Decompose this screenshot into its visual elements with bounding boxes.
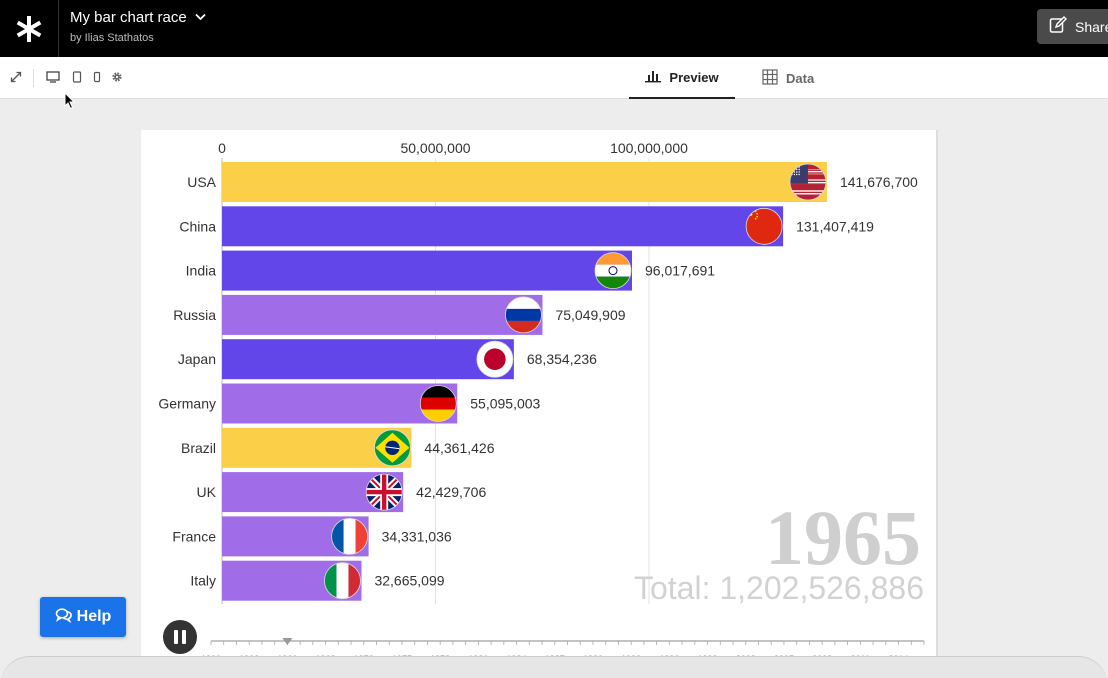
logo-icon[interactable] [0, 0, 59, 57]
total-label: Total: 1,202,526,886 [634, 570, 924, 606]
category-label: Japan [178, 351, 216, 367]
author-label: by Ilias Stathatos [70, 32, 154, 44]
bar-chart-icon [645, 69, 662, 86]
bar-russia [222, 294, 543, 335]
window-bottom-edge [0, 656, 1108, 678]
tab-preview[interactable]: Preview [629, 57, 735, 99]
bar-india [222, 250, 632, 291]
chevron-down-icon[interactable] [195, 12, 206, 24]
title-text[interactable]: My bar chart race [70, 9, 187, 26]
value-label: 141,676,700 [840, 174, 918, 190]
toolbar-divider [33, 69, 34, 87]
usa-flag-icon [789, 163, 827, 201]
pause-button[interactable] [163, 620, 197, 654]
gear-icon[interactable] [110, 70, 124, 84]
category-label: Brazil [181, 440, 216, 456]
germany-flag-icon [419, 385, 457, 422]
x-tick-label: 50,000,000 [400, 140, 470, 156]
tab-data-label: Data [786, 70, 815, 86]
value-label: 32,665,099 [374, 573, 444, 589]
timeline-handle[interactable] [282, 638, 293, 645]
help-button[interactable]: Help [40, 597, 126, 637]
category-label: USA [187, 174, 216, 190]
toolbar: Preview Data [0, 57, 1108, 99]
help-label: Help [76, 608, 112, 625]
year-label: 1965 [765, 494, 921, 581]
category-label: UK [197, 484, 217, 500]
category-label: India [186, 263, 217, 279]
category-label: Russia [173, 307, 216, 323]
pause-bar-right [182, 630, 186, 644]
value-label: 34,331,036 [382, 528, 452, 544]
chat-icon [55, 607, 73, 628]
bar-usa [222, 162, 827, 202]
desktop-icon[interactable] [46, 70, 60, 84]
bar-germany [222, 383, 458, 424]
uk-flag-icon [365, 473, 403, 511]
india-flag-icon [594, 252, 632, 290]
japan-flag-icon [476, 340, 514, 378]
value-label: 131,407,419 [796, 218, 874, 234]
tab-data[interactable]: Data [762, 57, 814, 99]
x-tick-label: 100,000,000 [610, 140, 688, 156]
top-bar: My bar chart race by Ilias Stathatos Sha… [0, 0, 1108, 57]
table-icon [762, 68, 778, 88]
share-label: Share [1075, 18, 1108, 35]
share-button[interactable]: Share [1037, 9, 1108, 44]
category-label: Germany [158, 396, 216, 412]
category-label: China [179, 218, 216, 234]
china-flag-icon [745, 207, 783, 245]
expand-icon[interactable] [9, 70, 23, 84]
brazil-flag-icon [374, 429, 411, 467]
mobile-icon[interactable] [90, 70, 104, 84]
value-label: 42,429,706 [416, 484, 486, 500]
chart-card: 0 50,000,000 100,000,000 1965 Total: 1,202,5… [141, 130, 936, 670]
value-label: 75,049,909 [555, 307, 625, 323]
category-label: France [172, 528, 216, 544]
pause-bar-left [174, 630, 178, 644]
value-label: 55,095,003 [470, 396, 540, 412]
value-label: 68,354,236 [527, 351, 597, 367]
edit-icon [1049, 16, 1067, 37]
value-label: 96,017,691 [645, 263, 715, 279]
tablet-icon[interactable] [70, 70, 84, 84]
value-label: 44,361,426 [424, 440, 494, 456]
mouse-cursor-icon [64, 91, 76, 115]
bar-japan [222, 339, 514, 380]
bar-china [222, 206, 784, 247]
category-label: Italy [190, 573, 216, 589]
france-flag-icon [331, 517, 368, 555]
tab-preview-label: Preview [669, 69, 719, 85]
visualisation-title[interactable]: My bar chart race [70, 9, 206, 26]
russia-flag-icon [505, 296, 542, 334]
x-tick-label: 0 [218, 140, 226, 156]
italy-flag-icon [324, 562, 361, 600]
